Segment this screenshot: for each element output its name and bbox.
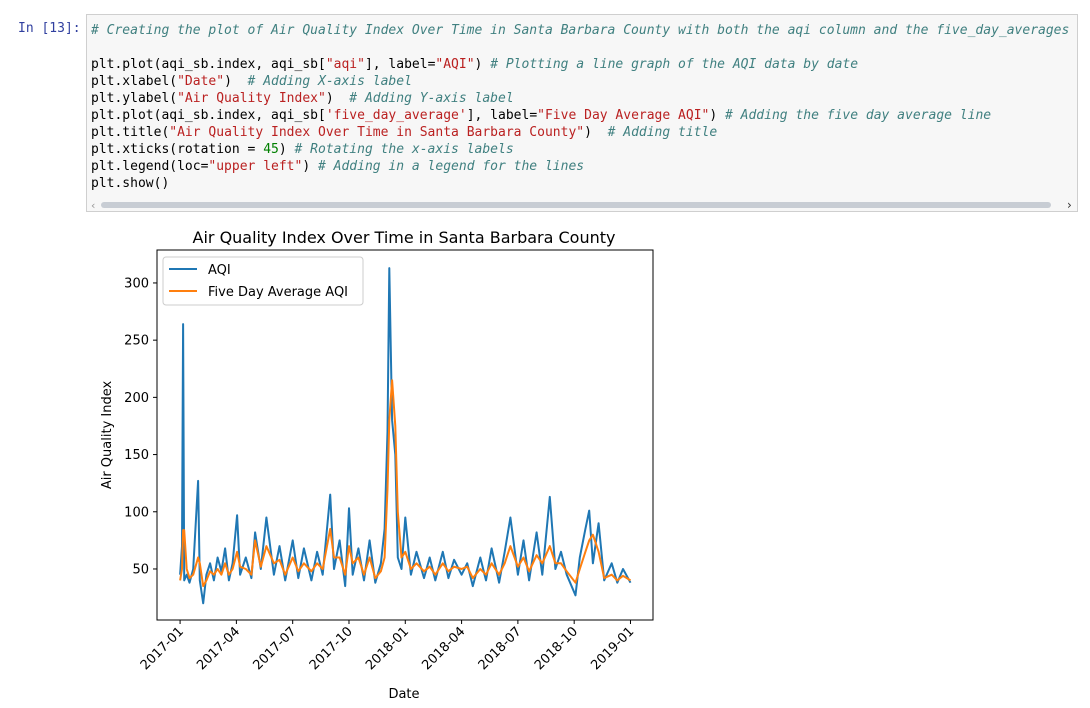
code-comment: # Rotating the x-axis labels: [294, 142, 514, 157]
code-line: plt.plot(aqi_sb.index, aqi_sb["aqi"], la…: [91, 56, 1077, 73]
code-comment: # Adding X-axis label: [247, 74, 412, 89]
y-tick-label: 250: [124, 334, 149, 349]
x-tick-label: 2018-04: [419, 624, 468, 673]
code-line: plt.legend(loc="upper left") # Adding in…: [91, 158, 1077, 175]
code-line: plt.xticks(rotation = 45) # Rotating the…: [91, 141, 1077, 158]
code-comment: # Adding Y-axis label: [349, 91, 514, 106]
code-cell[interactable]: # Creating the plot of Air Quality Index…: [86, 14, 1078, 212]
code: # Creating the plot of Air Quality Index…: [91, 22, 1078, 192]
x-tick-label: 2017-07: [250, 624, 299, 673]
chart-title: Air Quality Index Over Time in Santa Bar…: [193, 228, 616, 247]
code-line: plt.show(): [91, 175, 1077, 192]
code-text: plt.ylabel("Air Quality Index"): [91, 91, 350, 106]
y-tick-label: 200: [124, 391, 149, 406]
code-comment: # Creating the plot of Air Quality Index…: [91, 23, 1078, 38]
code-line: plt.xlabel("Date") # Adding X-axis label: [91, 73, 1077, 90]
legend: [162, 256, 364, 306]
x-tick-label: 2018-07: [476, 624, 525, 673]
code-line: plt.ylabel("Air Quality Index") # Adding…: [91, 90, 1077, 107]
plot-frame: [156, 249, 654, 621]
code-line: # Creating the plot of Air Quality Index…: [91, 22, 1078, 39]
x-tick-label: 2018-10: [532, 624, 581, 673]
y-tick-label: 150: [124, 448, 149, 463]
code-comment: # Adding in a legend for the lines: [317, 159, 585, 174]
code-text: plt.xticks(rotation = 45): [91, 142, 295, 157]
x-tick-label: 2019-01: [588, 624, 637, 673]
scroll-thumb[interactable]: [101, 202, 1051, 208]
cell-prompt: In [13]:: [18, 21, 81, 36]
x-tick-label: 2017-10: [307, 624, 356, 673]
y-tick-label: 300: [124, 276, 149, 291]
code-text: plt.plot(aqi_sb.index, aqi_sb['five_day_…: [91, 108, 725, 123]
code-text: plt.legend(loc="upper left"): [91, 159, 318, 174]
legend-label: AQI: [208, 263, 231, 278]
code-text: plt.xlabel("Date"): [91, 74, 248, 89]
code-comment: # Plotting a line graph of the AQI data …: [490, 57, 859, 72]
x-axis-label: Date: [388, 687, 419, 702]
scroll-left[interactable]: ‹: [91, 199, 95, 212]
scrollbar[interactable]: ‹ ›: [87, 198, 1077, 212]
x-tick-label: 2018-01: [363, 624, 412, 673]
x-tick-label: 2017-01: [138, 624, 187, 673]
y-tick-label: 100: [124, 505, 149, 520]
code-line: plt.title("Air Quality Index Over Time i…: [91, 124, 1077, 141]
x-tick-label: 2017-04: [194, 624, 243, 673]
code-comment: # Adding the five day average line: [725, 108, 992, 123]
code-line: plt.plot(aqi_sb.index, aqi_sb['five_day_…: [91, 107, 1077, 124]
scroll-right[interactable]: ›: [1067, 198, 1072, 212]
code-text: plt.plot(aqi_sb.index, aqi_sb["aqi"], la…: [91, 57, 491, 72]
y-axis-label: Air Quality Index: [100, 381, 115, 490]
legend-label: Five Day Average AQI: [208, 285, 348, 300]
data-line: [179, 379, 632, 588]
code-text: plt.title("Air Quality Index Over Time i…: [91, 125, 608, 140]
code-comment: # Adding title: [607, 125, 718, 140]
y-tick-label: 50: [132, 562, 149, 577]
code-text: plt.show(): [91, 176, 170, 191]
